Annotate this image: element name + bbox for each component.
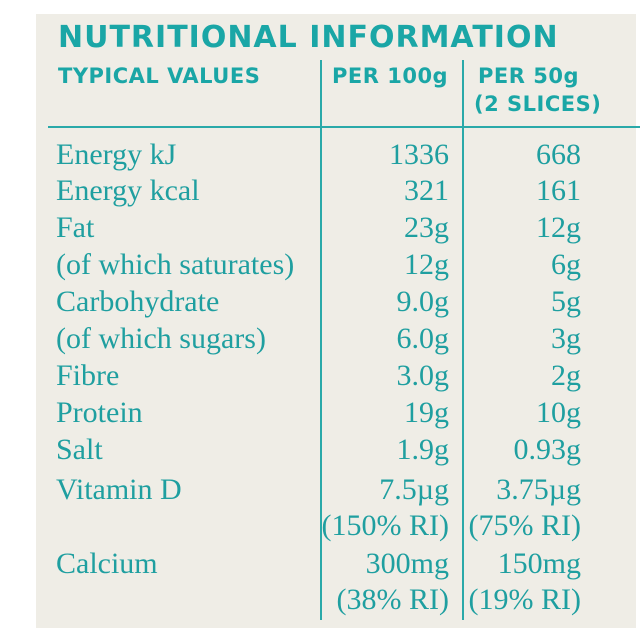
header-per-50g: PER 50g [478, 64, 579, 88]
header-per-100g: PER 100g [332, 64, 449, 88]
row-calcium: Calcium 300mg 150mg (38% RI) (19% RI) [0, 547, 640, 616]
row-label: Energy kJ [56, 138, 177, 171]
row-label: Calcium [56, 547, 158, 580]
value-per-100g: 1.9g [396, 433, 450, 466]
row-energy-kj: Energy kJ 1336 668 [0, 138, 640, 178]
ri-per-50g: (75% RI) [468, 509, 581, 542]
header-typical-values: TYPICAL VALUES [58, 64, 261, 88]
row-sugars: (of which sugars) 6.0g 3g [0, 322, 640, 362]
value-per-100g: 6.0g [396, 322, 450, 355]
value-per-100g: 7.5µg [379, 473, 449, 506]
row-label: (of which saturates) [56, 248, 295, 281]
value-per-50g: 3g [551, 322, 581, 355]
value-per-100g: 321 [404, 174, 449, 207]
row-label: Salt [56, 433, 103, 466]
value-per-100g: 12g [404, 248, 449, 281]
row-salt: Salt 1.9g 0.93g [0, 433, 640, 473]
value-per-50g: 0.93g [513, 433, 582, 466]
ri-per-100g: (150% RI) [321, 509, 449, 542]
value-per-50g: 10g [536, 396, 581, 429]
value-per-50g: 2g [551, 359, 581, 392]
row-vitamin-d: Vitamin D 7.5µg 3.75µg (150% RI) (75% RI… [0, 473, 640, 542]
row-label: (of which sugars) [56, 322, 266, 355]
row-carbohydrate: Carbohydrate 9.0g 5g [0, 285, 640, 325]
row-energy-kcal: Energy kcal 321 161 [0, 174, 640, 214]
row-label: Fat [56, 211, 95, 244]
ri-per-100g: (38% RI) [336, 583, 449, 616]
value-per-50g: 12g [536, 211, 581, 244]
row-label: Fibre [56, 359, 120, 392]
row-label: Vitamin D [56, 473, 182, 506]
value-per-100g: 9.0g [396, 285, 450, 318]
value-per-50g: 150mg [497, 547, 581, 580]
value-per-50g: 668 [536, 138, 581, 171]
nutrition-panel [36, 14, 636, 628]
value-per-100g: 23g [404, 211, 449, 244]
column-divider-1 [320, 60, 322, 620]
row-saturates: (of which saturates) 12g 6g [0, 248, 640, 288]
row-label: Energy kcal [56, 174, 200, 207]
header-per-50g-slices: (2 SLICES) [474, 92, 602, 116]
value-per-100g: 1336 [389, 138, 449, 171]
row-fat: Fat 23g 12g [0, 211, 640, 251]
value-per-50g: 161 [536, 174, 581, 207]
row-label: Carbohydrate [56, 285, 220, 318]
value-per-50g: 5g [551, 285, 581, 318]
row-protein: Protein 19g 10g [0, 396, 640, 436]
value-per-100g: 19g [404, 396, 449, 429]
value-per-100g: 300mg [365, 547, 449, 580]
table-title: NUTRITIONAL INFORMATION [58, 20, 559, 55]
ri-per-50g: (19% RI) [468, 583, 581, 616]
value-per-50g: 6g [551, 248, 581, 281]
column-divider-2 [462, 60, 464, 620]
row-fibre: Fibre 3.0g 2g [0, 359, 640, 399]
header-divider [48, 126, 640, 128]
value-per-50g: 3.75µg [496, 473, 581, 506]
value-per-100g: 3.0g [396, 359, 450, 392]
row-label: Protein [56, 396, 143, 429]
